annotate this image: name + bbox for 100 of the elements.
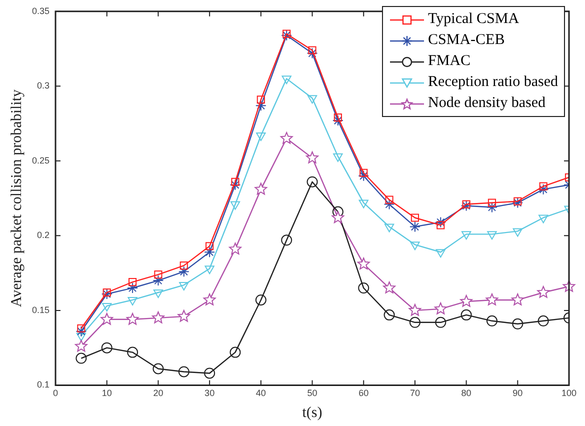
x-axis-title: t(s)	[302, 404, 322, 421]
point	[229, 242, 242, 254]
x-tick-label: 90	[512, 388, 523, 398]
point	[154, 270, 162, 279]
point	[254, 182, 268, 195]
point	[460, 309, 472, 320]
point	[462, 200, 470, 208]
point	[384, 309, 395, 320]
y-tick-label: 0.3	[37, 80, 50, 91]
point	[204, 246, 216, 258]
point	[537, 286, 550, 298]
point	[280, 132, 293, 144]
legend-label: Typical CSMA	[428, 11, 520, 28]
point	[101, 288, 112, 300]
x-tick-label: 80	[461, 388, 472, 398]
point	[461, 231, 472, 240]
point	[357, 258, 370, 270]
point	[152, 311, 164, 324]
y-tick-label: 0.35	[32, 6, 50, 16]
point	[126, 312, 139, 325]
point	[180, 262, 188, 270]
point	[332, 115, 344, 126]
point	[204, 266, 214, 274]
point	[178, 310, 190, 322]
point	[306, 48, 318, 59]
point	[179, 282, 189, 291]
point	[410, 242, 420, 250]
point	[436, 221, 445, 230]
point	[255, 100, 266, 112]
point	[486, 315, 498, 326]
point	[358, 282, 370, 294]
x-tick-label: 30	[204, 388, 215, 398]
point	[281, 234, 292, 246]
point	[178, 266, 190, 278]
point	[306, 151, 318, 164]
point	[512, 228, 522, 237]
point	[308, 46, 316, 54]
point	[538, 184, 549, 195]
point	[307, 95, 318, 104]
x-tick-label: 70	[410, 388, 420, 398]
point	[102, 288, 111, 297]
point	[487, 231, 497, 240]
point	[512, 318, 524, 330]
point	[436, 249, 446, 258]
point	[408, 304, 422, 316]
point	[334, 114, 342, 122]
point	[383, 282, 396, 294]
point	[384, 198, 395, 210]
y-tick-label: 0.1	[37, 380, 50, 390]
legend-label: Node density based	[428, 95, 546, 112]
point	[538, 315, 549, 326]
point	[256, 132, 266, 141]
x-tick-label: 50	[307, 388, 318, 398]
point	[152, 275, 164, 286]
x-tick-label: 60	[358, 388, 369, 398]
legend-label: Reception ratio based	[428, 74, 558, 91]
point	[128, 278, 137, 286]
point	[410, 214, 419, 222]
point	[332, 211, 344, 224]
point	[206, 242, 214, 250]
point	[74, 340, 88, 352]
point	[460, 294, 473, 307]
point	[281, 30, 292, 41]
point	[384, 224, 394, 232]
point	[434, 302, 447, 314]
point	[385, 196, 394, 204]
point	[358, 200, 368, 208]
point	[153, 290, 164, 298]
legend-label: FMAC	[428, 53, 471, 70]
x-tick-label: 40	[256, 388, 266, 398]
point	[358, 170, 370, 182]
x-tick-label: 100	[561, 388, 577, 398]
point	[231, 178, 240, 186]
point	[360, 168, 368, 177]
point	[333, 153, 343, 162]
point	[460, 200, 472, 212]
point	[101, 342, 112, 354]
x-tick-label: 10	[102, 388, 112, 398]
point	[204, 368, 216, 379]
point	[486, 202, 498, 213]
point	[435, 216, 446, 228]
point	[76, 332, 86, 342]
x-tick-label: 0	[53, 388, 58, 398]
point	[152, 363, 164, 374]
legend-label: CSMA-CEB	[428, 32, 505, 49]
point	[127, 282, 138, 294]
point	[538, 214, 548, 224]
y-tick-label: 0.2	[37, 230, 50, 240]
point	[128, 296, 138, 306]
point	[178, 366, 190, 378]
point	[512, 197, 524, 208]
point	[102, 302, 112, 312]
point	[488, 198, 496, 207]
point	[435, 316, 446, 328]
point	[76, 352, 87, 364]
x-tick-label: 20	[153, 388, 164, 398]
point	[306, 176, 318, 188]
point	[100, 312, 114, 325]
point	[230, 179, 241, 190]
point	[77, 324, 86, 332]
